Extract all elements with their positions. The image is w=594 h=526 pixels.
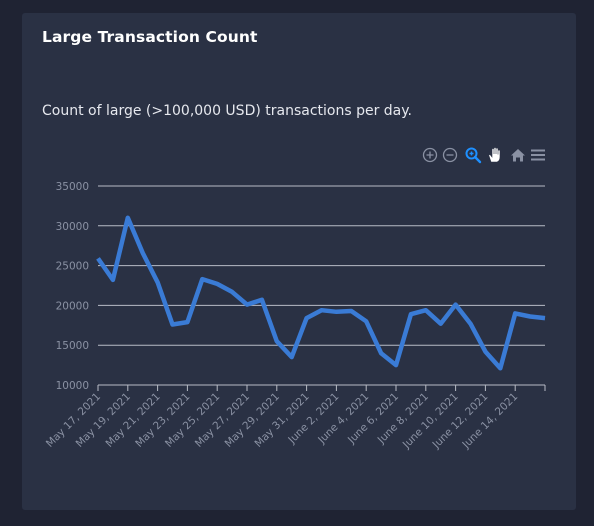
chart-toolbar	[400, 146, 545, 164]
y-tick-label: 35000	[56, 181, 89, 193]
y-tick-label: 15000	[56, 340, 89, 352]
card-description: Count of large (>100,000 USD) transactio…	[42, 103, 413, 119]
y-tick-label: 30000	[56, 221, 89, 233]
series-line	[96, 215, 546, 371]
y-tick-label: 25000	[56, 261, 89, 273]
card-title: Large Transaction Count	[42, 28, 258, 46]
selection-zoom-icon[interactable]	[464, 146, 482, 164]
y-tick-label: 20000	[56, 300, 89, 312]
chart-card: Large Transaction Count Count of large (…	[22, 13, 576, 510]
home-reset-icon[interactable]	[509, 146, 527, 164]
menu-icon[interactable]	[529, 146, 547, 164]
x-tick-label: June 14, 2021	[460, 391, 521, 452]
zoom-out-icon[interactable]	[441, 146, 459, 164]
y-tick-label: 10000	[56, 380, 89, 392]
zoom-in-icon[interactable]	[421, 146, 439, 164]
pan-hand-icon[interactable]	[486, 146, 504, 164]
